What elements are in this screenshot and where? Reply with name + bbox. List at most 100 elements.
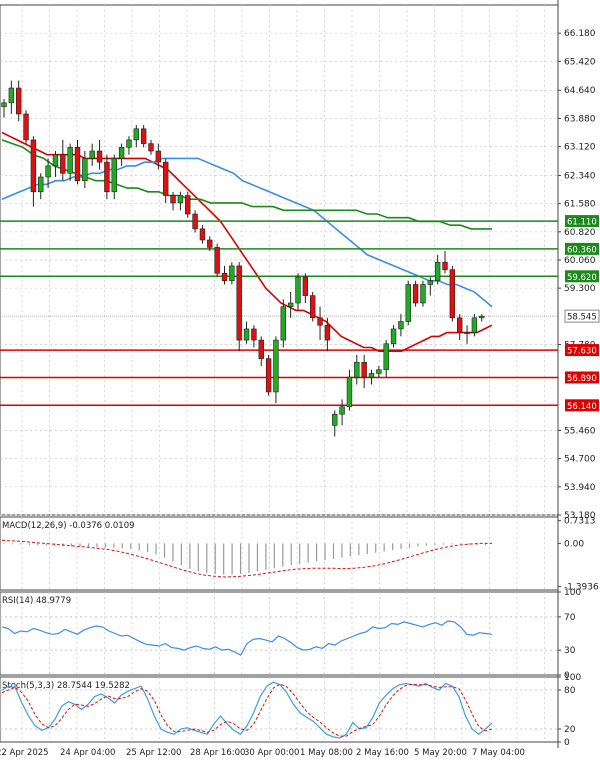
y-tick-label: 53.180	[564, 511, 596, 521]
x-tick-label: 28 Apr 16:00	[190, 748, 245, 758]
candle-down	[74, 147, 81, 181]
x-tick-label: 1 May 08:00	[300, 748, 353, 758]
candle-down	[309, 295, 316, 319]
candle-up	[405, 284, 411, 322]
candle-down	[192, 213, 198, 230]
candle-down	[155, 150, 162, 163]
stoch-y-tick-label: 80	[564, 686, 576, 696]
candle-up	[229, 265, 235, 282]
x-tick-label: 25 Apr 12:00	[126, 748, 181, 758]
candle-down	[23, 113, 29, 141]
candle-down	[302, 276, 309, 296]
y-tick-label: 55.460	[564, 426, 596, 436]
stoch-d-line	[1, 683, 493, 737]
candle-up	[479, 315, 485, 319]
x-tick-label: 30 Apr 00:00	[244, 748, 299, 758]
price-level-badge	[565, 270, 599, 283]
candle-down	[221, 273, 228, 282]
rsi-y-tick-label: 100	[564, 588, 581, 598]
candle-down	[412, 284, 419, 304]
y-tick-label: 60.820	[564, 228, 596, 238]
stoch-y-tick-label: 100	[564, 673, 581, 683]
candle-down	[199, 228, 206, 241]
x-tick-label: 7 May 04:00	[472, 748, 525, 758]
rsi-y-tick-label: 70	[564, 613, 576, 623]
candle-up	[111, 158, 117, 193]
candle-down	[361, 361, 367, 378]
candle-up	[376, 369, 382, 374]
x-tick-label: 2 May 16:00	[356, 748, 409, 758]
candle-up	[398, 321, 404, 330]
candle-down	[317, 317, 323, 326]
candle-up	[52, 154, 59, 167]
macd-signal-line	[1, 539, 492, 578]
candle-up	[273, 339, 279, 393]
candle-up	[346, 376, 353, 408]
price-level-label: 56.140	[567, 402, 597, 412]
macd-y-tick-label: -1.3936	[564, 583, 599, 593]
candle-down	[449, 269, 456, 319]
candle-down	[258, 339, 264, 359]
candle-down	[96, 150, 103, 163]
candle-up	[295, 276, 301, 304]
y-tick-label: 64.640	[564, 86, 596, 96]
rsi-y-tick-label: 0	[564, 671, 570, 681]
candle-up	[368, 373, 375, 378]
candle-up	[390, 328, 397, 345]
y-tick-label: 54.700	[564, 455, 596, 465]
candle-down	[148, 143, 154, 152]
moving-average-line	[1, 131, 493, 353]
candle-up	[427, 280, 433, 285]
candle-down	[251, 328, 257, 341]
x-tick-label: 5 May 20:00	[414, 748, 467, 758]
candle-up	[420, 284, 426, 304]
panel-frame-price	[0, 4, 559, 516]
y-tick-label: 62.340	[564, 171, 596, 181]
y-tick-label: 53.940	[564, 483, 596, 493]
price-level-badge	[565, 371, 599, 384]
candle-down	[15, 87, 22, 115]
candle-down	[140, 128, 147, 144]
candle-down	[207, 239, 213, 248]
current-price-badge	[564, 309, 600, 323]
candle-up	[82, 158, 88, 181]
stoch-y-tick-label: 0	[564, 738, 570, 748]
price-level-badge	[565, 344, 599, 357]
stoch-title: Stoch(5,3,3) 28.7544 19.5282	[2, 681, 130, 691]
x-tick-label: 24 Apr 04:00	[60, 748, 115, 758]
rsi-line	[1, 620, 493, 656]
candle-up	[126, 139, 132, 148]
candle-up	[434, 261, 441, 282]
candle-up	[118, 147, 125, 159]
panel-frame-stoch	[0, 676, 559, 743]
price-level-badge	[565, 399, 599, 412]
current-price-label: 58.545	[567, 313, 597, 323]
candle-down	[163, 161, 169, 196]
candle-down	[324, 324, 331, 341]
candle-up	[383, 343, 389, 371]
candle-down	[185, 195, 191, 215]
candle-up	[287, 302, 294, 308]
candle-up	[339, 406, 345, 415]
candle-down	[104, 161, 110, 193]
price-level-label: 60.360	[567, 245, 597, 255]
stoch-y-tick-label: 20	[564, 725, 576, 735]
candle-up	[133, 128, 139, 141]
price-level-label: 61.110	[567, 218, 597, 228]
candle-down	[30, 139, 37, 193]
candle-up	[243, 328, 250, 341]
candle-up	[280, 306, 286, 341]
candle-down	[236, 265, 242, 341]
candle-up	[89, 150, 95, 159]
panel-frame-macd	[0, 516, 559, 591]
price-level-label: 57.630	[567, 347, 597, 357]
y-tick-label: 59.300	[564, 284, 596, 294]
candle-down	[170, 195, 176, 204]
y-tick-label: 65.420	[564, 57, 596, 67]
y-tick-label: 63.880	[564, 114, 596, 124]
y-tick-label: 61.580	[564, 200, 596, 210]
candle-up	[1, 102, 7, 107]
x-tick-label: 22 Apr 2025	[0, 748, 49, 758]
